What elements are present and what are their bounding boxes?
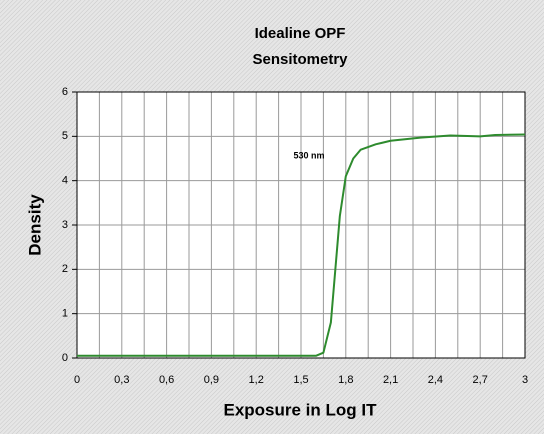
x-axis-label: Exposure in Log IT [223,400,377,419]
x-tick-label: 2,4 [428,374,443,386]
y-tick-label: 5 [62,130,68,142]
x-tick-label: 1,2 [249,374,264,386]
y-tick-label: 6 [62,86,68,98]
x-tick-label: 0,9 [204,374,219,386]
x-tick-label: 3 [522,374,528,386]
data-line [77,133,526,357]
x-tick-label: 0,3 [114,374,129,386]
x-tick-label: 0,6 [159,374,174,386]
x-tick-label: 0 [74,374,80,386]
annotation: 530 nm [294,151,325,161]
x-tick-label: 2,7 [473,374,488,386]
plot-border [76,91,526,359]
y-tick-label: 1 [62,308,68,320]
y-tick-label: 0 [62,352,68,364]
y-tick-label: 3 [62,219,68,231]
y-axis-label: Density [25,194,44,256]
x-tick-label: 1,8 [338,374,353,386]
y-tick-label: 2 [62,263,68,275]
y-tick-label: 4 [62,175,68,187]
x-tick-label: 1,5 [293,374,308,386]
x-tick-label: 2,1 [383,374,398,386]
chart-title: Idealine OPF [255,25,346,42]
chart-subtitle: Sensitometry [252,51,348,68]
